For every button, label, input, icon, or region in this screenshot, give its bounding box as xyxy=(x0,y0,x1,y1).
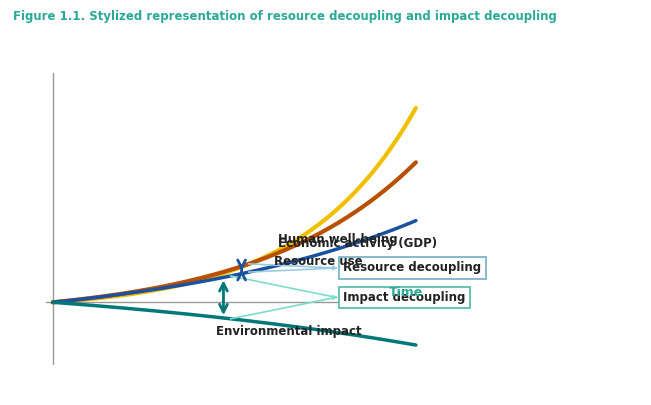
Text: Resource use: Resource use xyxy=(274,255,363,268)
Text: Economic activity (GDP): Economic activity (GDP) xyxy=(278,237,437,250)
Text: Environmental impact: Environmental impact xyxy=(216,325,362,338)
Text: Resource decoupling: Resource decoupling xyxy=(343,262,481,275)
Text: Time: Time xyxy=(389,286,423,299)
Text: Human well-being: Human well-being xyxy=(278,233,398,246)
Text: Impact decoupling: Impact decoupling xyxy=(343,291,465,304)
Text: Figure 1.1. Stylized representation of resource decoupling and impact decoupling: Figure 1.1. Stylized representation of r… xyxy=(13,10,557,23)
